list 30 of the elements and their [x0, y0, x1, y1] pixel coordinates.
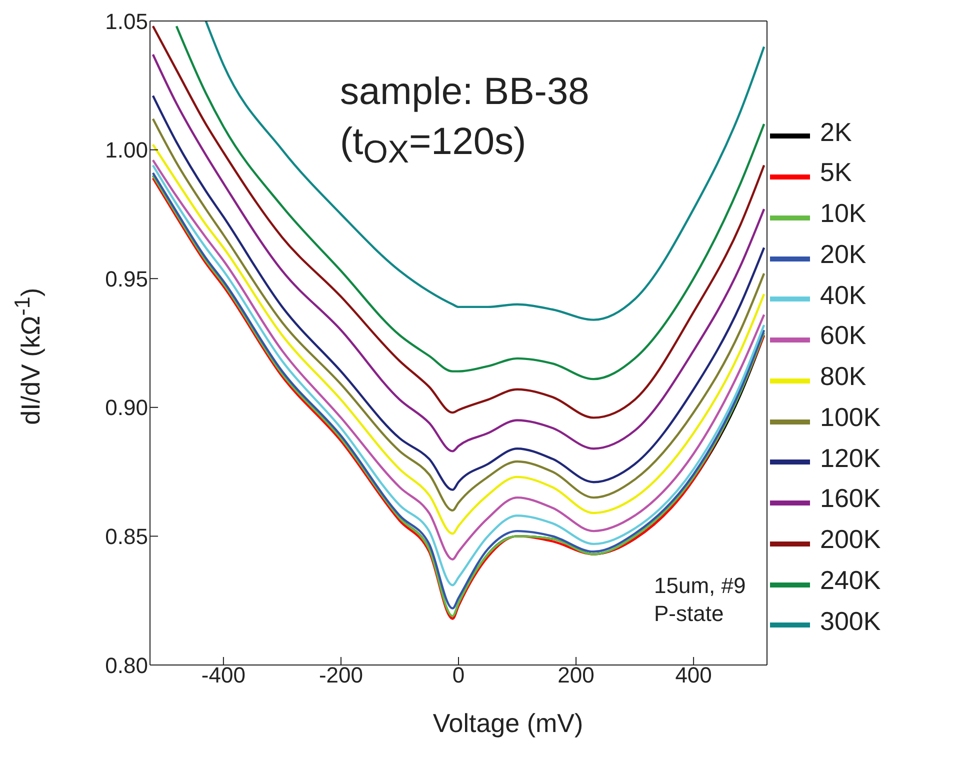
- annotation: 15um, #9: [654, 573, 746, 598]
- y-tick-label: 0.90: [105, 395, 148, 420]
- annotation: sample: BB-38: [340, 71, 590, 114]
- legend-label: 5K: [820, 157, 852, 188]
- x-tick-label: 400: [675, 662, 712, 688]
- legend-label: 100K: [820, 402, 881, 432]
- legend-label: 80K: [820, 361, 866, 392]
- legend-label: 60K: [820, 320, 866, 350]
- legend-label: 200K: [820, 524, 881, 554]
- annotation: (t$_{OX}$=120s): [340, 121, 526, 170]
- legend-label: 2K: [820, 116, 852, 147]
- y-tick-label: 1.00: [105, 138, 148, 163]
- legend-label: 10K: [820, 198, 866, 228]
- x-tick-label: -200: [318, 662, 363, 688]
- annotation: P-state: [654, 601, 724, 626]
- legend-label: 40K: [820, 280, 866, 310]
- y-tick-label: 0.80: [105, 652, 148, 678]
- legend-label: 120K: [820, 442, 881, 473]
- y-tick-label: 0.85: [105, 524, 148, 550]
- legend-label: 20K: [820, 238, 866, 269]
- legend-label: 160K: [820, 483, 881, 514]
- legend-label: 300K: [820, 606, 881, 636]
- line-series: [204, 21, 766, 321]
- x-tick-label: 0: [452, 662, 465, 688]
- x-axis-title: Voltage (mV): [432, 708, 584, 739]
- y-tick-label: 0.95: [105, 266, 148, 292]
- y-tick-label: 1.05: [105, 8, 148, 34]
- legend-label: 240K: [820, 564, 881, 595]
- x-tick-label: 200: [558, 662, 594, 688]
- x-tick-label: -400: [201, 662, 246, 688]
